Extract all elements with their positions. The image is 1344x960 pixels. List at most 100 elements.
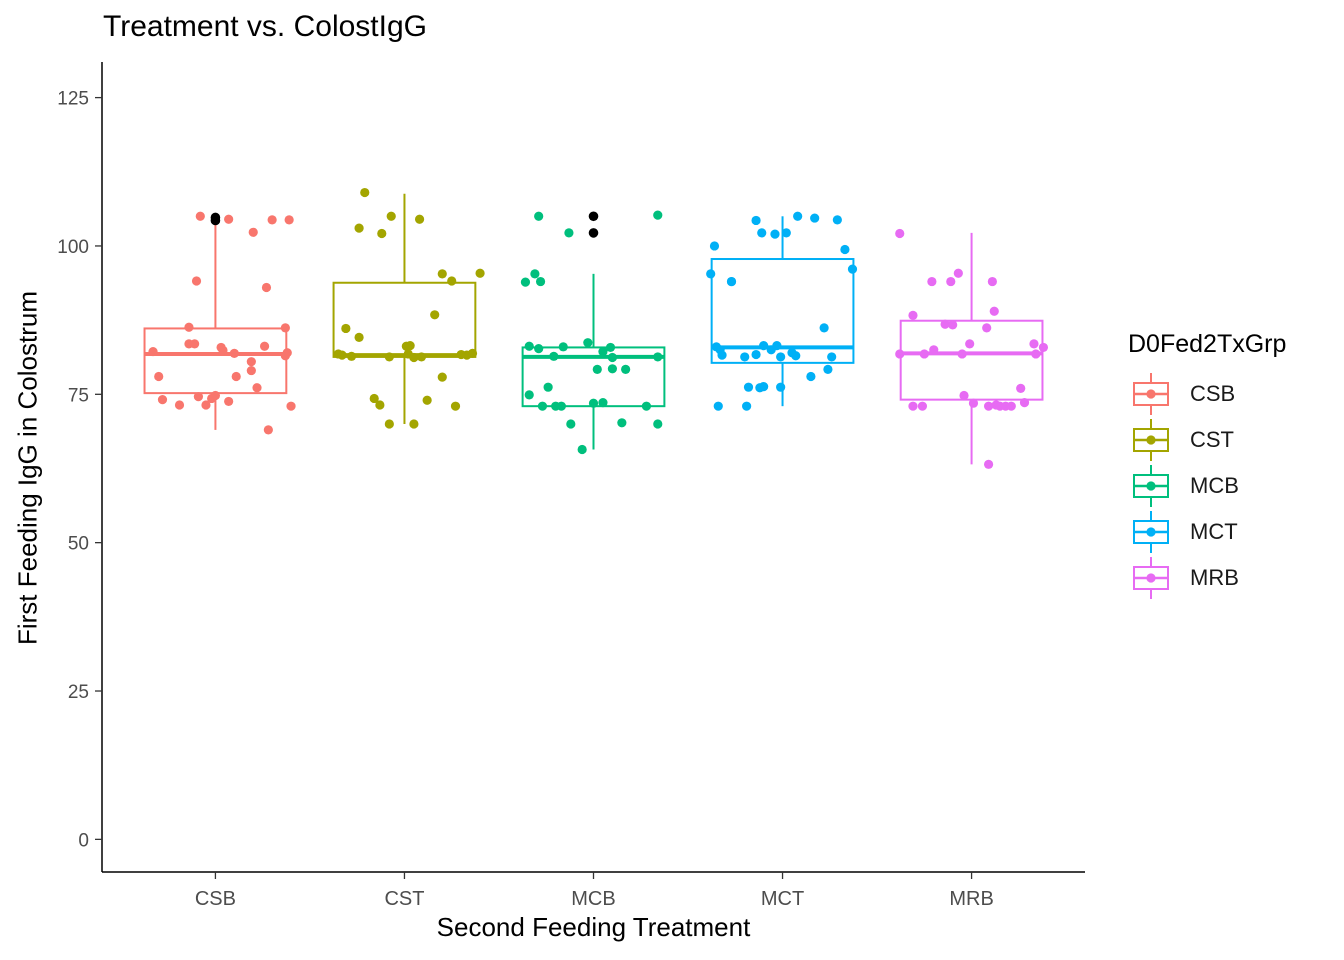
chart-title: Treatment vs. ColostIgG xyxy=(103,10,427,43)
data-point xyxy=(564,228,574,238)
y-axis-title: First Feeding IgG in Colostrum xyxy=(12,291,43,646)
data-point xyxy=(983,401,994,411)
legend-label: MCT xyxy=(1190,519,1238,544)
y-tick-label: 100 xyxy=(57,237,89,258)
data-point xyxy=(717,350,727,360)
data-point xyxy=(989,306,999,316)
legend-key xyxy=(1133,511,1169,553)
data-point xyxy=(713,401,723,411)
data-point xyxy=(384,419,394,429)
data-point xyxy=(437,372,447,382)
legend-label: CST xyxy=(1190,427,1234,452)
data-point xyxy=(430,310,440,320)
y-tick-label: 25 xyxy=(68,682,89,703)
data-point xyxy=(957,349,967,359)
data-point xyxy=(823,364,833,374)
legend-item-mct: MCT xyxy=(1128,509,1328,555)
legend-label: MRB xyxy=(1190,565,1239,590)
y-tick-label: 50 xyxy=(68,534,89,555)
data-point xyxy=(231,371,241,382)
data-point xyxy=(929,345,939,355)
y-tick-label: 75 xyxy=(68,385,89,406)
data-point xyxy=(341,323,351,334)
data-point xyxy=(346,351,357,361)
data-point xyxy=(982,323,992,333)
data-point xyxy=(946,276,956,287)
legend-items: CSB CST MCB MCT MRB xyxy=(1128,371,1328,601)
data-point xyxy=(282,348,292,358)
data-point xyxy=(467,348,478,358)
data-point xyxy=(1031,349,1041,359)
data-point xyxy=(475,268,485,278)
data-point xyxy=(191,276,202,286)
data-point xyxy=(524,390,534,400)
data-point xyxy=(847,264,858,274)
data-point xyxy=(534,344,544,354)
data-point xyxy=(791,351,801,361)
legend-key xyxy=(1133,465,1169,507)
y-tick-label: 0 xyxy=(78,830,89,851)
data-point xyxy=(543,382,553,392)
data-point xyxy=(1019,398,1030,408)
data-point xyxy=(556,401,566,411)
data-point xyxy=(263,425,273,435)
legend-item-cst: CST xyxy=(1128,417,1328,463)
data-point xyxy=(252,383,262,393)
data-point xyxy=(224,396,234,407)
data-point xyxy=(588,398,599,408)
box-mct xyxy=(710,258,855,364)
data-point xyxy=(437,269,447,279)
data-point xyxy=(772,341,782,351)
data-point xyxy=(927,276,937,287)
data-point xyxy=(1038,342,1049,353)
data-point xyxy=(743,382,754,392)
outlier-point xyxy=(588,228,599,238)
data-point xyxy=(248,227,258,237)
data-point xyxy=(558,342,568,352)
data-point xyxy=(184,322,194,332)
data-point xyxy=(819,323,829,333)
data-point xyxy=(447,276,457,286)
data-point xyxy=(384,352,394,362)
legend-item-mrb: MRB xyxy=(1128,555,1328,601)
data-point xyxy=(726,276,737,287)
data-point xyxy=(354,332,364,342)
x-tick-label: CSB xyxy=(195,888,236,910)
data-point xyxy=(895,349,905,359)
data-point xyxy=(360,187,370,198)
data-point xyxy=(267,215,277,225)
data-point xyxy=(959,390,969,401)
data-point xyxy=(759,341,769,351)
x-tick-label: MCB xyxy=(571,888,615,910)
data-point xyxy=(190,339,200,349)
data-point xyxy=(261,282,272,293)
data-point xyxy=(605,342,616,353)
legend-key xyxy=(1133,419,1169,461)
data-point xyxy=(919,349,929,359)
data-point xyxy=(193,392,204,402)
x-axis-title: Second Feeding Treatment xyxy=(436,912,751,942)
data-point xyxy=(246,365,256,376)
data-point xyxy=(776,352,786,362)
data-point xyxy=(948,320,958,330)
data-point xyxy=(377,228,387,239)
data-point xyxy=(286,401,296,411)
data-point xyxy=(201,400,211,410)
data-point xyxy=(840,244,850,255)
data-point xyxy=(908,401,918,411)
data-point xyxy=(229,348,239,358)
data-point xyxy=(653,419,663,429)
data-point xyxy=(535,276,546,287)
data-point xyxy=(148,346,158,357)
outlier-point xyxy=(210,215,221,226)
data-point xyxy=(280,323,290,333)
legend-label: MCB xyxy=(1190,473,1239,498)
legend-key xyxy=(1133,557,1169,599)
data-point xyxy=(409,419,419,429)
data-point xyxy=(598,346,608,357)
data-point xyxy=(530,269,540,279)
data-point xyxy=(968,398,979,408)
data-point xyxy=(405,341,415,351)
data-point xyxy=(210,390,221,401)
legend-item-mcb: MCB xyxy=(1128,463,1328,509)
